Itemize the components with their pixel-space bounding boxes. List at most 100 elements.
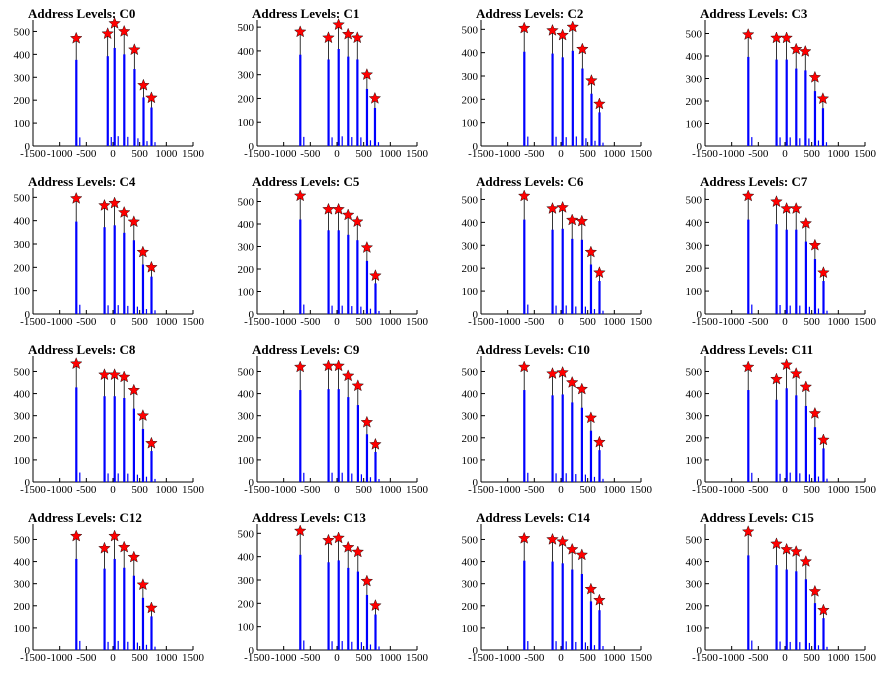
bar: [795, 68, 798, 146]
peak-marker: [770, 195, 783, 208]
bar-small: [117, 640, 119, 650]
peak-marker: [128, 43, 141, 56]
x-tick-label: 1000: [603, 148, 626, 160]
x-tick-label: -1000: [271, 652, 297, 664]
bar: [374, 451, 377, 482]
x-tick-label: 500: [131, 148, 148, 160]
y-tick-label: 300: [462, 71, 479, 83]
x-tick-label: 500: [355, 148, 372, 160]
bar: [75, 59, 78, 146]
bar: [747, 219, 750, 314]
y-tick-label: 500: [462, 24, 479, 36]
bar-small: [145, 309, 148, 314]
bar-small: [369, 477, 372, 482]
x-tick-label: -500: [524, 316, 545, 328]
x-tick-label: 0: [334, 652, 340, 664]
peak-marker: [593, 593, 606, 606]
bar-small: [136, 642, 138, 650]
x-tick-label: 1500: [630, 652, 653, 664]
bar-small: [779, 641, 781, 650]
y-tick-label: 300: [462, 411, 479, 423]
y-tick-label: 100: [14, 623, 31, 635]
chart-title: Address Levels: C15: [700, 510, 814, 525]
bar-small: [79, 137, 81, 146]
x-tick-label: -1500: [692, 652, 718, 664]
peak-marker: [332, 359, 345, 372]
x-tick-label: -1500: [468, 316, 494, 328]
bar: [365, 434, 369, 482]
bar-small: [341, 136, 343, 146]
bar-small: [594, 140, 596, 146]
peak-marker: [584, 582, 598, 595]
x-tick-label: 1000: [155, 652, 178, 664]
bar: [347, 234, 350, 314]
peak-marker: [341, 27, 355, 40]
y-tick-label: 0: [25, 141, 31, 153]
bar: [75, 221, 78, 314]
peak-marker: [341, 208, 355, 221]
bar: [813, 91, 817, 146]
bar: [299, 554, 302, 650]
bar-small: [593, 645, 596, 650]
x-tick-label: 0: [782, 484, 788, 496]
y-tick-label: 400: [686, 389, 703, 401]
bar-small: [555, 305, 557, 314]
bar-small: [826, 478, 828, 482]
peak-marker: [145, 436, 158, 449]
bar-small: [602, 478, 604, 482]
x-tick-label: 1000: [379, 652, 402, 664]
x-tick-label: -500: [524, 148, 545, 160]
y-tick-label: 0: [697, 645, 703, 657]
x-tick-label: 0: [558, 652, 564, 664]
y-tick-label: 300: [462, 240, 479, 252]
bar: [523, 51, 526, 146]
bar: [103, 227, 106, 314]
x-tick-label: 1000: [827, 484, 850, 496]
bar-small: [351, 641, 353, 650]
peak-marker: [517, 189, 531, 202]
peak-marker: [565, 213, 579, 226]
peak-marker: [117, 370, 131, 383]
bar: [598, 610, 601, 650]
peak-marker: [780, 542, 793, 555]
chart-title: Address Levels: C13: [252, 510, 366, 525]
bar-small: [145, 476, 148, 482]
bar: [347, 397, 350, 482]
y-tick-label: 100: [462, 286, 479, 298]
bar-small: [789, 137, 791, 146]
y-tick-label: 500: [686, 194, 703, 206]
bar-small: [575, 641, 577, 650]
bar-small: [799, 305, 801, 314]
chart-title: Address Levels: C11: [700, 342, 813, 357]
peak-marker: [322, 31, 335, 44]
bar-small: [584, 306, 586, 314]
bar: [299, 390, 302, 482]
bar-small: [751, 472, 753, 482]
bar: [813, 603, 817, 650]
x-tick-label: -500: [524, 484, 545, 496]
bar: [589, 264, 593, 314]
bar: [113, 47, 116, 146]
x-tick-label: 500: [803, 484, 820, 496]
bar-small: [351, 137, 353, 146]
y-tick-label: 100: [462, 118, 479, 130]
peak-marker: [546, 202, 559, 214]
x-tick-label: 1500: [630, 316, 653, 328]
bar: [822, 281, 825, 314]
y-tick-label: 100: [686, 119, 703, 131]
bar-small: [360, 474, 362, 482]
bar-small: [154, 310, 156, 314]
peak-marker: [576, 42, 589, 55]
x-tick-label: 500: [579, 148, 596, 160]
y-tick-label: 400: [686, 51, 703, 63]
bar-small: [825, 142, 828, 146]
chart-panel-15: Address Levels: C15 0 100 200 300 400 500 -1500…: [686, 510, 877, 664]
bar-small: [808, 138, 810, 146]
bar: [571, 402, 574, 482]
peak-marker: [293, 360, 307, 373]
peak-marker: [517, 21, 531, 34]
y-tick-label: 0: [473, 477, 479, 489]
y-tick-label: 100: [686, 455, 703, 467]
peak-marker: [117, 24, 131, 37]
x-tick-label: 0: [110, 652, 116, 664]
